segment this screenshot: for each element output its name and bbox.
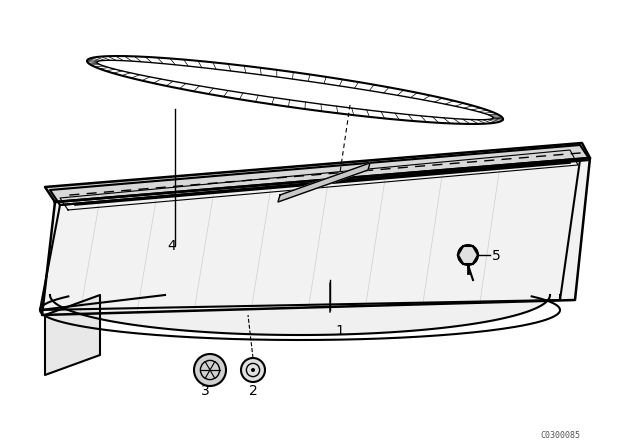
Circle shape — [458, 245, 478, 265]
Text: 1: 1 — [335, 324, 344, 338]
Circle shape — [251, 368, 255, 372]
Text: 2: 2 — [248, 384, 257, 398]
Polygon shape — [278, 163, 370, 202]
Polygon shape — [40, 160, 580, 310]
Text: C0300085: C0300085 — [540, 431, 580, 440]
Text: 3: 3 — [200, 384, 209, 398]
Polygon shape — [45, 295, 100, 375]
Text: 4: 4 — [167, 239, 176, 253]
Polygon shape — [50, 145, 590, 205]
Circle shape — [194, 354, 226, 386]
Text: 5: 5 — [492, 249, 500, 263]
Circle shape — [241, 358, 265, 382]
Polygon shape — [45, 143, 590, 202]
Polygon shape — [42, 158, 590, 315]
Polygon shape — [87, 56, 503, 124]
